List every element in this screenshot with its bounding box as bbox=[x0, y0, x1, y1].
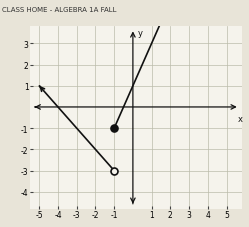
Text: x: x bbox=[238, 115, 243, 124]
Text: y: y bbox=[138, 29, 143, 38]
Text: CLASS HOME - ALGEBRA 1A FALL: CLASS HOME - ALGEBRA 1A FALL bbox=[2, 7, 117, 13]
